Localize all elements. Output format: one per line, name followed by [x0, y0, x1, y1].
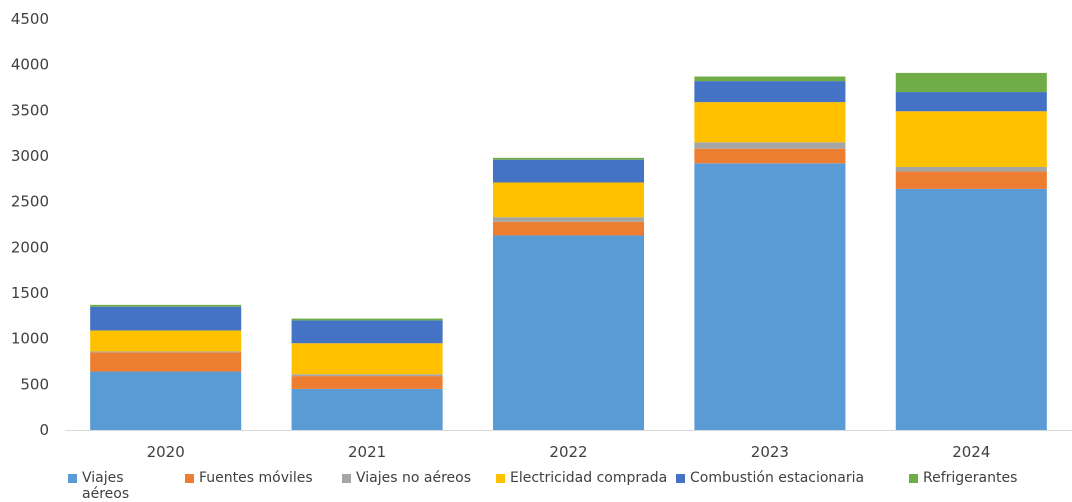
y-tick-label: 4500	[11, 10, 49, 28]
legend-swatch	[676, 474, 685, 483]
y-tick-label: 2000	[11, 238, 49, 256]
y-tick-label: 1500	[11, 284, 49, 302]
y-tick-label: 0	[39, 421, 49, 439]
bar-segment	[492, 182, 645, 218]
bar-segment	[291, 318, 443, 321]
bar-segment	[694, 163, 846, 430]
x-tick-label: 2024	[952, 443, 990, 461]
y-axis-tick-labels: 0 500 1000 1500 2000 2500 3000 3500 4000 4500	[11, 10, 49, 439]
legend-label: Viajes aéreos	[82, 470, 130, 502]
x-tick-label: 2022	[549, 443, 587, 461]
legend-swatch	[68, 474, 77, 483]
bar-segment	[492, 235, 645, 430]
legend-label: Electricidad comprada	[510, 470, 668, 486]
legend-item: Viajes no aéreos	[342, 470, 492, 486]
legend-label: Refrigerantes	[923, 470, 1018, 486]
bar-segment	[492, 157, 645, 160]
bar-segment	[895, 111, 1047, 167]
y-tick-label: 2500	[11, 193, 49, 211]
bar-segment	[694, 81, 846, 103]
x-axis-tick-labels: 2020 2021 2022 2023 2024	[147, 443, 991, 461]
bar-segment	[895, 188, 1047, 430]
y-tick-label: 4000	[11, 56, 49, 74]
bar-segment	[90, 352, 242, 372]
legend-swatch	[909, 474, 918, 483]
bar-segment	[90, 371, 242, 430]
bar-segment	[895, 72, 1047, 93]
bar-segment	[895, 92, 1047, 112]
y-tick-label: 3000	[11, 147, 49, 165]
bar-segment	[895, 171, 1047, 189]
bar-segment	[291, 376, 443, 389]
x-tick-label: 2020	[147, 443, 185, 461]
bar-segment	[694, 76, 846, 82]
bar-segment	[895, 166, 1047, 172]
legend-swatch	[496, 474, 505, 483]
bar-segment	[694, 102, 846, 143]
bar-segment	[291, 343, 443, 375]
bar-segment	[694, 142, 846, 149]
legend-label: Viajes no aéreos	[356, 470, 471, 486]
legend-item: Electricidad comprada	[496, 470, 671, 486]
x-tick-label: 2023	[751, 443, 789, 461]
bar-segment	[492, 159, 645, 183]
bar-segment	[291, 374, 443, 377]
bar-segment	[492, 217, 645, 222]
legend-item: Fuentes móviles	[185, 470, 335, 486]
legend-item: Refrigerantes	[909, 470, 1069, 486]
bar-segment	[90, 306, 242, 331]
legend-label: Combustión estacionaria	[690, 470, 865, 486]
x-tick-label: 2021	[348, 443, 386, 461]
legend-label: Fuentes móviles	[199, 470, 313, 486]
legend-item: Combustión estacionaria	[676, 470, 901, 486]
y-tick-label: 3500	[11, 101, 49, 119]
bar-segment	[291, 388, 443, 430]
bar-segment	[90, 330, 242, 352]
legend-swatch	[342, 474, 351, 483]
y-tick-label: 500	[20, 375, 49, 393]
bar-segment	[90, 351, 242, 353]
bar-segment	[90, 304, 242, 307]
chart-legend: Viajes aéreos Fuentes móviles Viajes no aé…	[0, 470, 1072, 502]
bar-segment	[291, 320, 443, 344]
bar-stacks	[90, 72, 1047, 430]
legend-item: Viajes aéreos	[68, 470, 138, 502]
y-tick-label: 1000	[11, 330, 49, 348]
bar-segment	[694, 148, 846, 164]
bar-segment	[492, 221, 645, 236]
legend-swatch	[185, 474, 194, 483]
